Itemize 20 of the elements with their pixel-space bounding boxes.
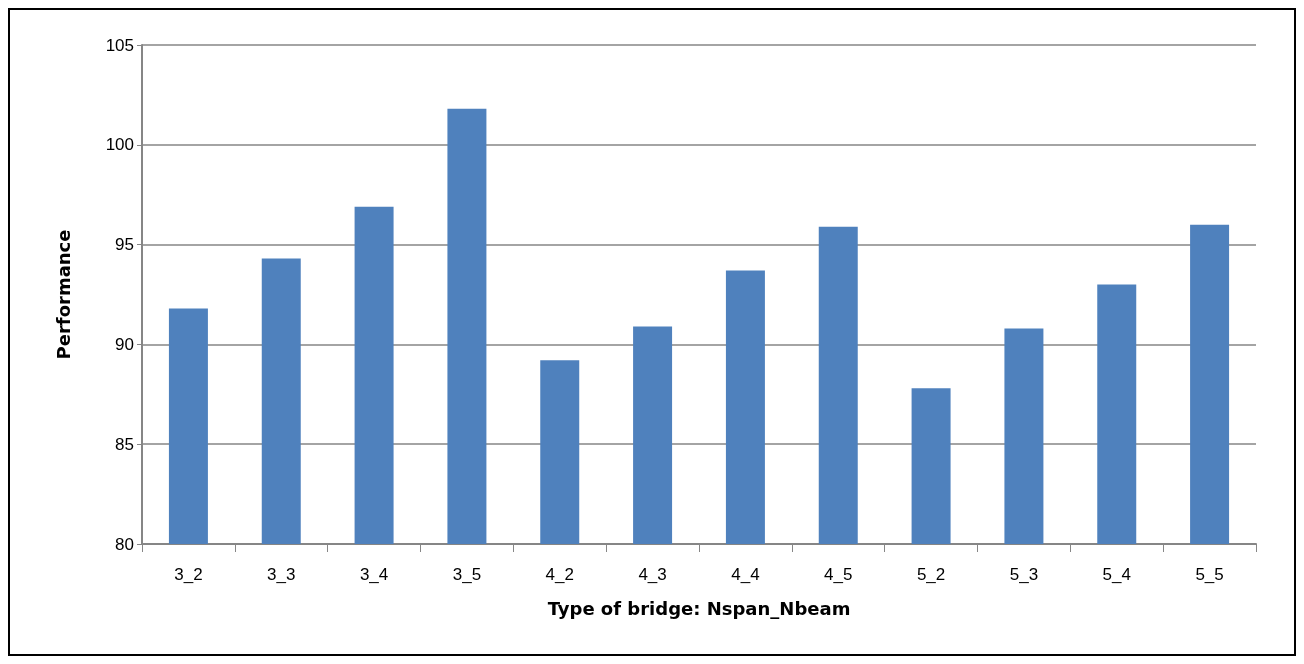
x-tick-label: 5_4 bbox=[1102, 565, 1131, 584]
y-tick-label: 105 bbox=[105, 35, 134, 55]
x-tick-label: 5_2 bbox=[916, 565, 946, 584]
x-tick-label: 3_3 bbox=[267, 565, 296, 584]
y-tick-label: 85 bbox=[115, 434, 134, 454]
x-tick-label: 4_5 bbox=[824, 565, 853, 584]
x-tick-label: 5_5 bbox=[1195, 565, 1224, 584]
y-axis-title: Performance bbox=[52, 229, 74, 360]
x-tick-label: 3_4 bbox=[359, 565, 389, 584]
y-tick-label: 80 bbox=[115, 534, 134, 554]
x-tick-label: 4_4 bbox=[731, 565, 760, 584]
x-tick-label: 3_2 bbox=[174, 565, 203, 584]
y-tick-label: 100 bbox=[105, 135, 134, 155]
x-axis-title: Type of bridge: Nspan_Nbeam bbox=[547, 597, 851, 619]
y-tick-label: 95 bbox=[115, 235, 134, 255]
x-tick-label: 4_3 bbox=[638, 565, 667, 584]
y-tick-label: 90 bbox=[115, 334, 134, 354]
x-tick-label: 3_5 bbox=[452, 565, 482, 584]
x-tick-label: 5_3 bbox=[1009, 565, 1039, 584]
x-tick-label: 4_2 bbox=[545, 565, 574, 584]
